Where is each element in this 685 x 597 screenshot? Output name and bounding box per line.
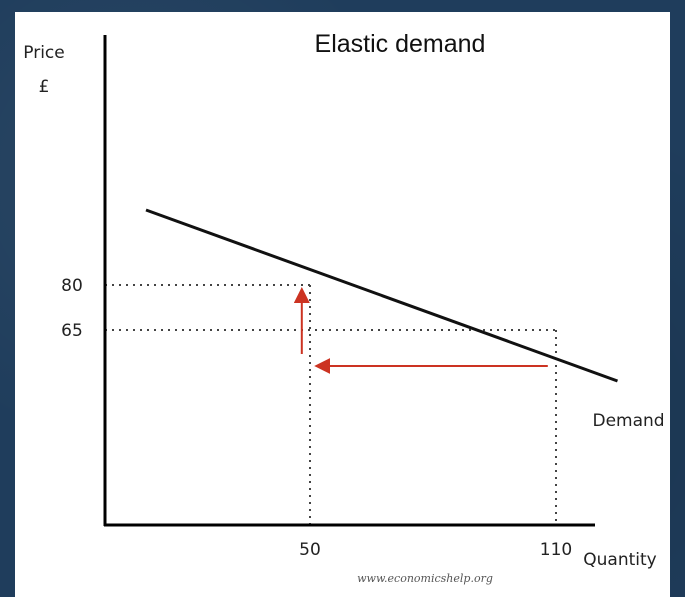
watermark: www.economicshelp.org bbox=[357, 572, 493, 585]
y-tick-label-0: 80 bbox=[61, 276, 83, 296]
y-tick-label-1: 65 bbox=[61, 321, 83, 341]
chart-marks: Demand 50 110 80 65 bbox=[61, 35, 665, 560]
series-label-demand: Demand bbox=[593, 411, 665, 431]
y-axis-label-line1: Price bbox=[23, 43, 64, 63]
x-tick-label-0: 50 bbox=[299, 540, 321, 560]
y-axis-label-line2: £ bbox=[39, 77, 50, 97]
x-tick-label-1: 110 bbox=[540, 540, 572, 560]
demand-curve bbox=[145, 208, 619, 383]
chart-title: Elastic demand bbox=[315, 30, 486, 58]
chart-panel bbox=[15, 12, 670, 597]
x-axis-label: Quantity bbox=[583, 550, 656, 570]
